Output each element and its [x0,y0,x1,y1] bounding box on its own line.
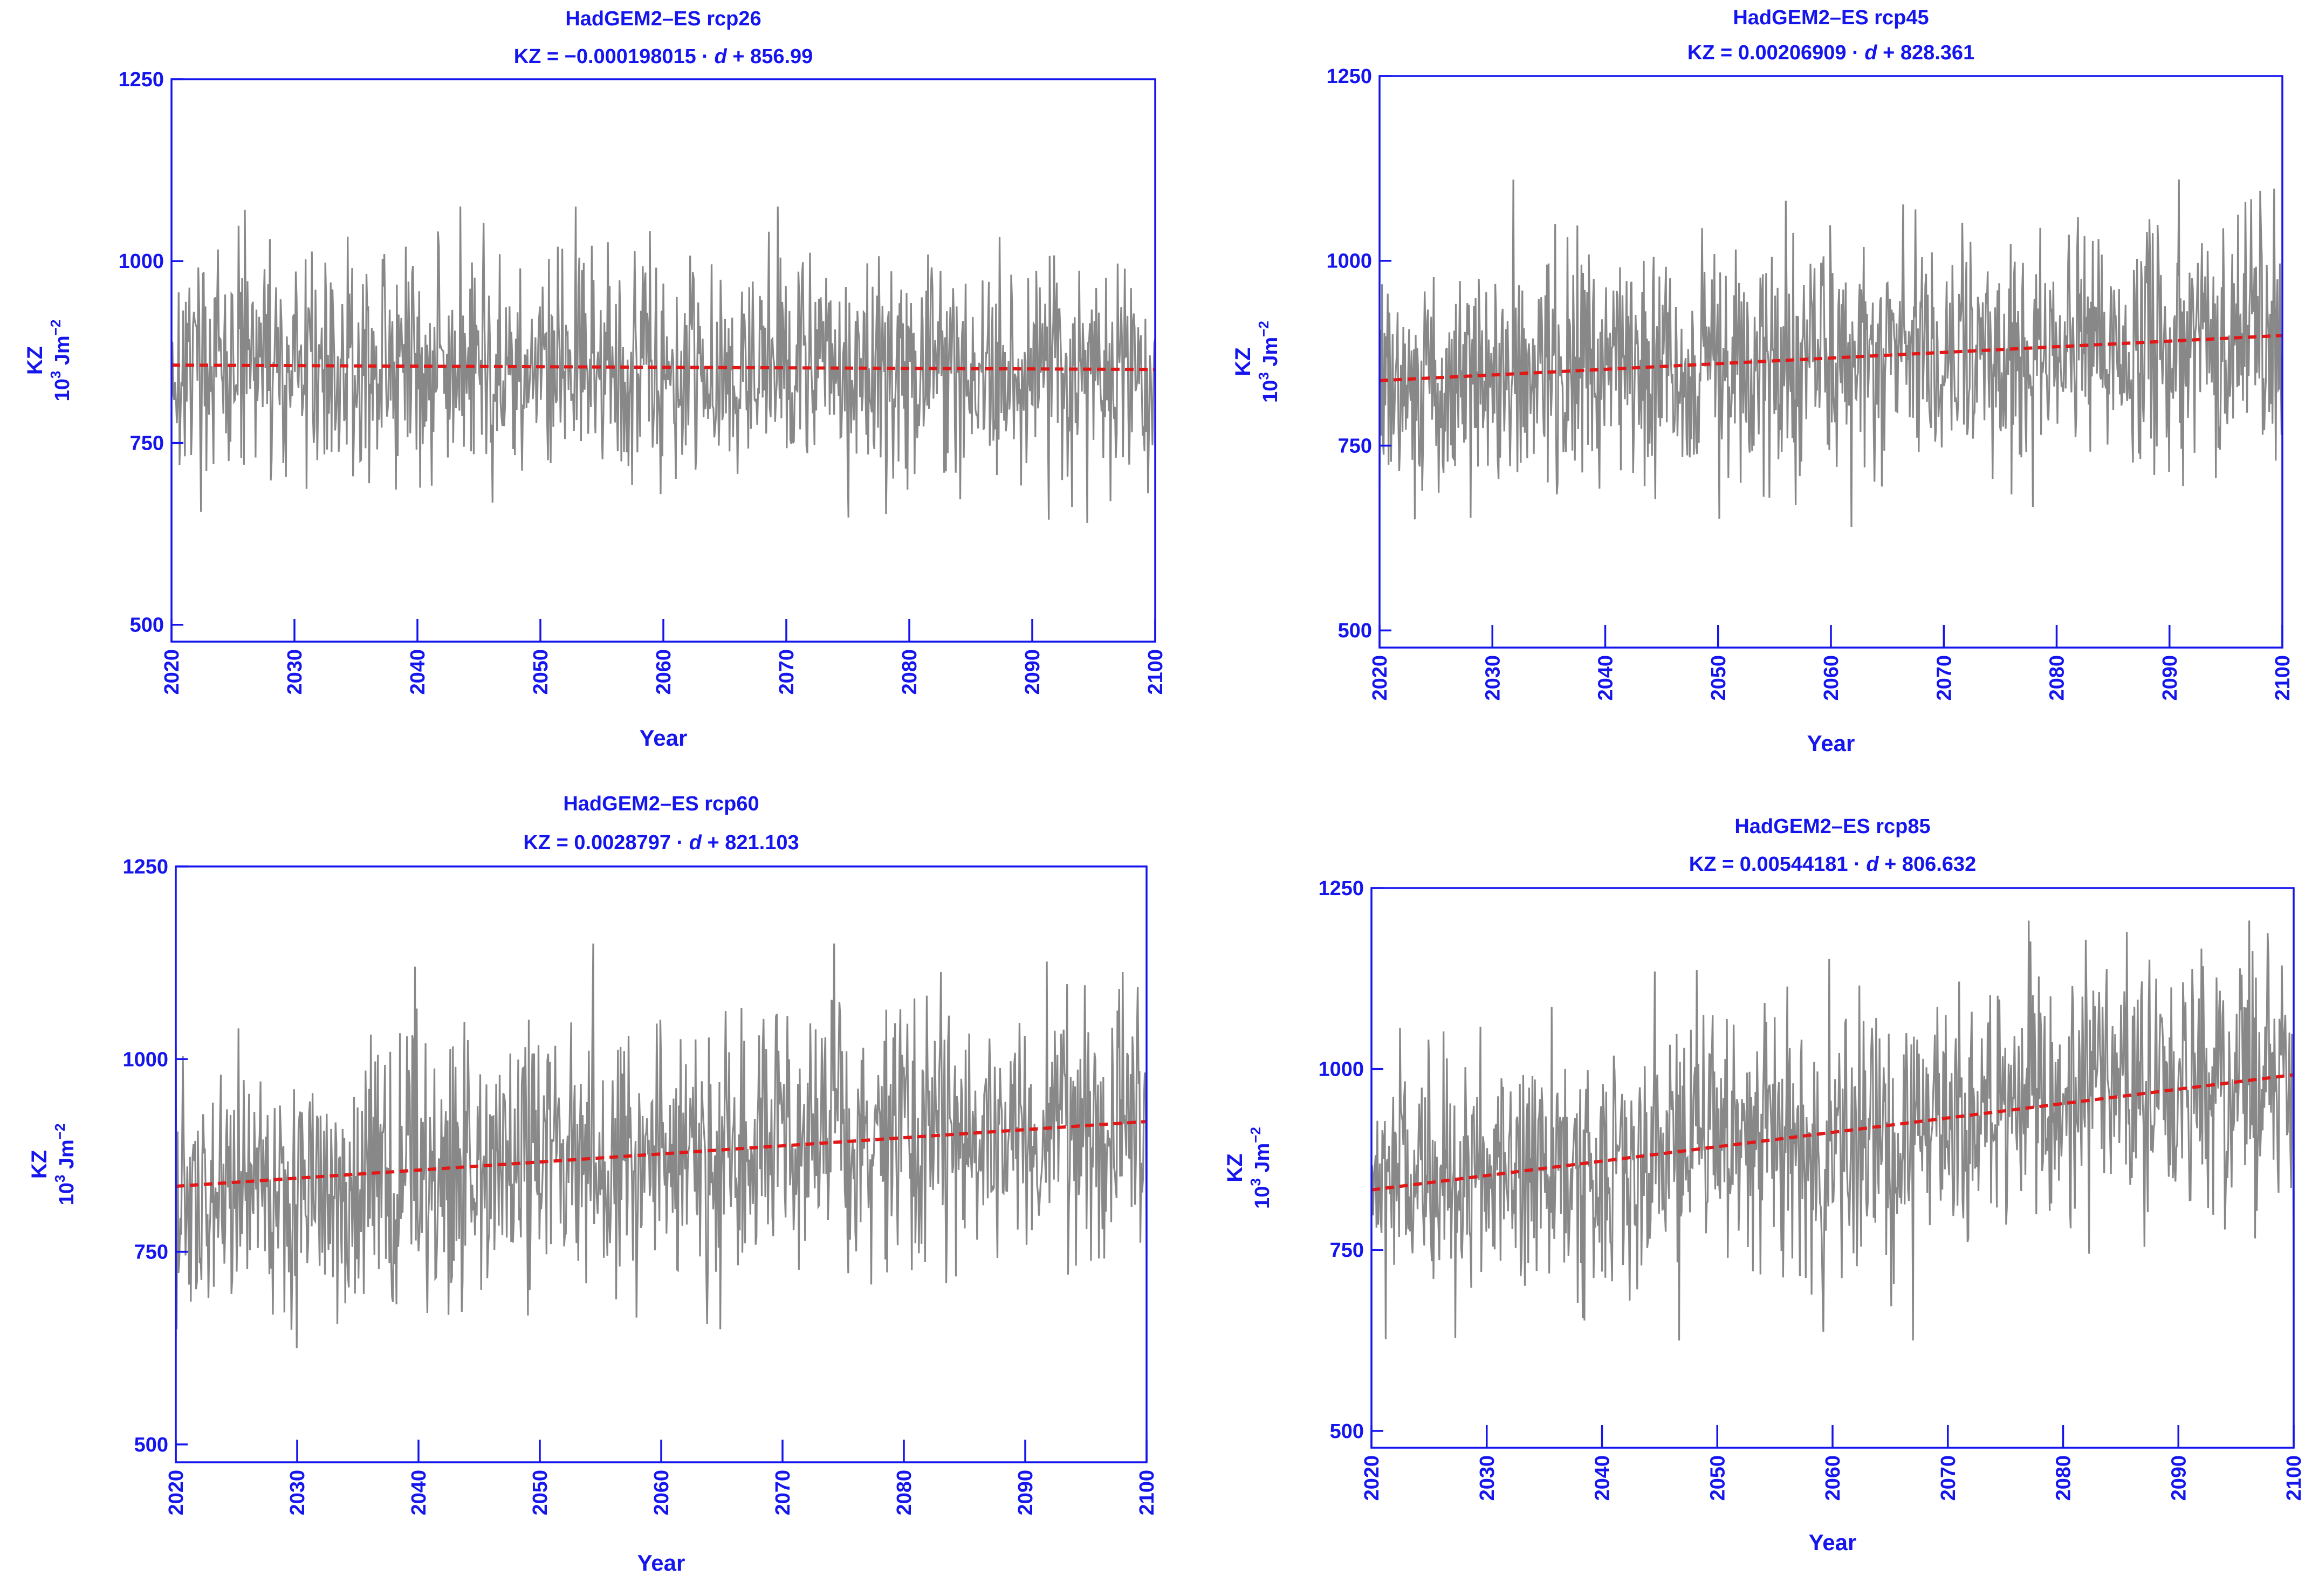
x-tick-label: 2100 [2272,655,2294,701]
chart-equation: KZ = 0.0028797 · d + 821.103 [523,831,799,854]
y-axis-unit: 103 Jm−2 [47,320,74,402]
y-tick-label: 1000 [118,250,164,273]
chart-title: HadGEM2–ES rcp60 [563,793,759,815]
trend-line [1371,1073,2294,1192]
x-tick-label: 2100 [1136,1470,1158,1516]
x-axis-label: Year [640,725,688,751]
x-tick-label: 2080 [893,1470,916,1516]
y-axis-label: KZ [23,346,47,375]
x-tick-label: 2030 [286,1470,309,1516]
x-axis-label: Year [1809,1530,1857,1555]
x-tick-label: 2040 [1595,655,1617,701]
x-tick-label: 2020 [1361,1455,1383,1501]
y-tick-label: 1250 [1318,877,1364,900]
x-tick-label: 2100 [1144,649,1167,695]
x-tick-label: 2060 [650,1470,673,1516]
x-tick-label: 2080 [2046,655,2069,701]
x-axis-label: Year [637,1550,685,1576]
y-tick-label: 1000 [122,1048,168,1071]
trend-line [171,363,1156,372]
x-tick-label: 2090 [2159,655,2181,701]
y-tick-label: 1250 [118,68,164,91]
x-tick-label: 2040 [1591,1455,1614,1501]
y-tick-label: 750 [134,1241,168,1264]
x-tick-label: 2070 [776,649,798,695]
x-tick-label: 2090 [2167,1455,2190,1501]
x-tick-label: 2060 [653,649,675,695]
x-tick-label: 2050 [529,1470,552,1516]
y-tick-label: 1250 [1326,65,1372,88]
x-tick-label: 2040 [408,1470,430,1516]
x-tick-label: 2030 [284,649,306,695]
y-axis-unit: 103 Jm−2 [52,1124,78,1206]
x-tick-label: 2020 [1369,655,1391,701]
y-axis-unit: 103 Jm−2 [1256,321,1282,403]
x-tick-label: 2030 [1481,655,1504,701]
x-axis-label: Year [1807,731,1855,756]
y-axis-label: KZ [1231,347,1255,376]
x-tick-label: 2030 [1476,1455,1499,1501]
y-tick-label: 500 [134,1434,168,1456]
y-tick-label: 1000 [1318,1058,1364,1081]
y-tick-label: 500 [1330,1420,1364,1443]
chart-equation: KZ = 0.00544181 · d + 806.632 [1689,853,1976,876]
y-axis-label: KZ [1223,1153,1247,1182]
x-tick-label: 2070 [1933,655,1956,701]
x-tick-label: 2060 [1822,1455,1844,1501]
series-line [1370,920,2295,1341]
chart-equation: KZ = −0.000198015 · d + 856.99 [514,45,813,68]
chart-title: HadGEM2–ES rcp45 [1733,6,1929,29]
y-tick-label: 750 [1330,1239,1364,1262]
y-tick-label: 1250 [122,856,168,878]
chart-panel-1: HadGEM2–ES rcp26 KZ = −0.000198015 · d + … [23,8,1167,751]
x-tick-label: 2070 [772,1470,794,1516]
x-tick-label: 2090 [1021,649,1044,695]
x-tick-label: 2020 [165,1470,188,1516]
y-tick-label: 500 [130,614,164,637]
y-tick-label: 750 [130,432,164,455]
y-axis-unit: 103 Jm−2 [1247,1127,1274,1209]
y-tick-label: 500 [1338,620,1372,642]
x-tick-label: 2070 [1937,1455,1960,1501]
y-tick-label: 1000 [1326,250,1372,273]
series-line [1378,179,2283,527]
series-line [175,943,1148,1349]
chart-panel-4: HadGEM2–ES rcp85 KZ = 0.00544181 · d + 80… [1223,815,2306,1555]
x-tick-label: 2080 [2053,1455,2075,1501]
chart-panel-3: HadGEM2–ES rcp60 KZ = 0.0028797 · d + 821… [28,793,1158,1576]
x-tick-label: 2060 [1820,655,1843,701]
chart-title: HadGEM2–ES rcp85 [1734,815,1930,838]
x-tick-label: 2020 [161,649,183,695]
chart-title: HadGEM2–ES rcp26 [565,8,761,30]
x-tick-label: 2040 [407,649,429,695]
chart-equation: KZ = 0.00206909 · d + 828.361 [1687,42,1974,64]
x-tick-label: 2090 [1014,1470,1037,1516]
x-tick-label: 2050 [1706,1455,1729,1501]
x-tick-label: 2050 [1707,655,1730,701]
y-axis-label: KZ [28,1150,51,1179]
x-tick-label: 2100 [2283,1455,2306,1501]
trend-line [175,1120,1147,1188]
trend-line [1379,334,2283,382]
x-tick-label: 2050 [530,649,552,695]
y-tick-label: 750 [1338,435,1372,457]
chart-panel-2: HadGEM2–ES rcp45 KZ = 0.00206909 · d + 82… [1231,6,2294,756]
x-tick-label: 2080 [898,649,921,695]
